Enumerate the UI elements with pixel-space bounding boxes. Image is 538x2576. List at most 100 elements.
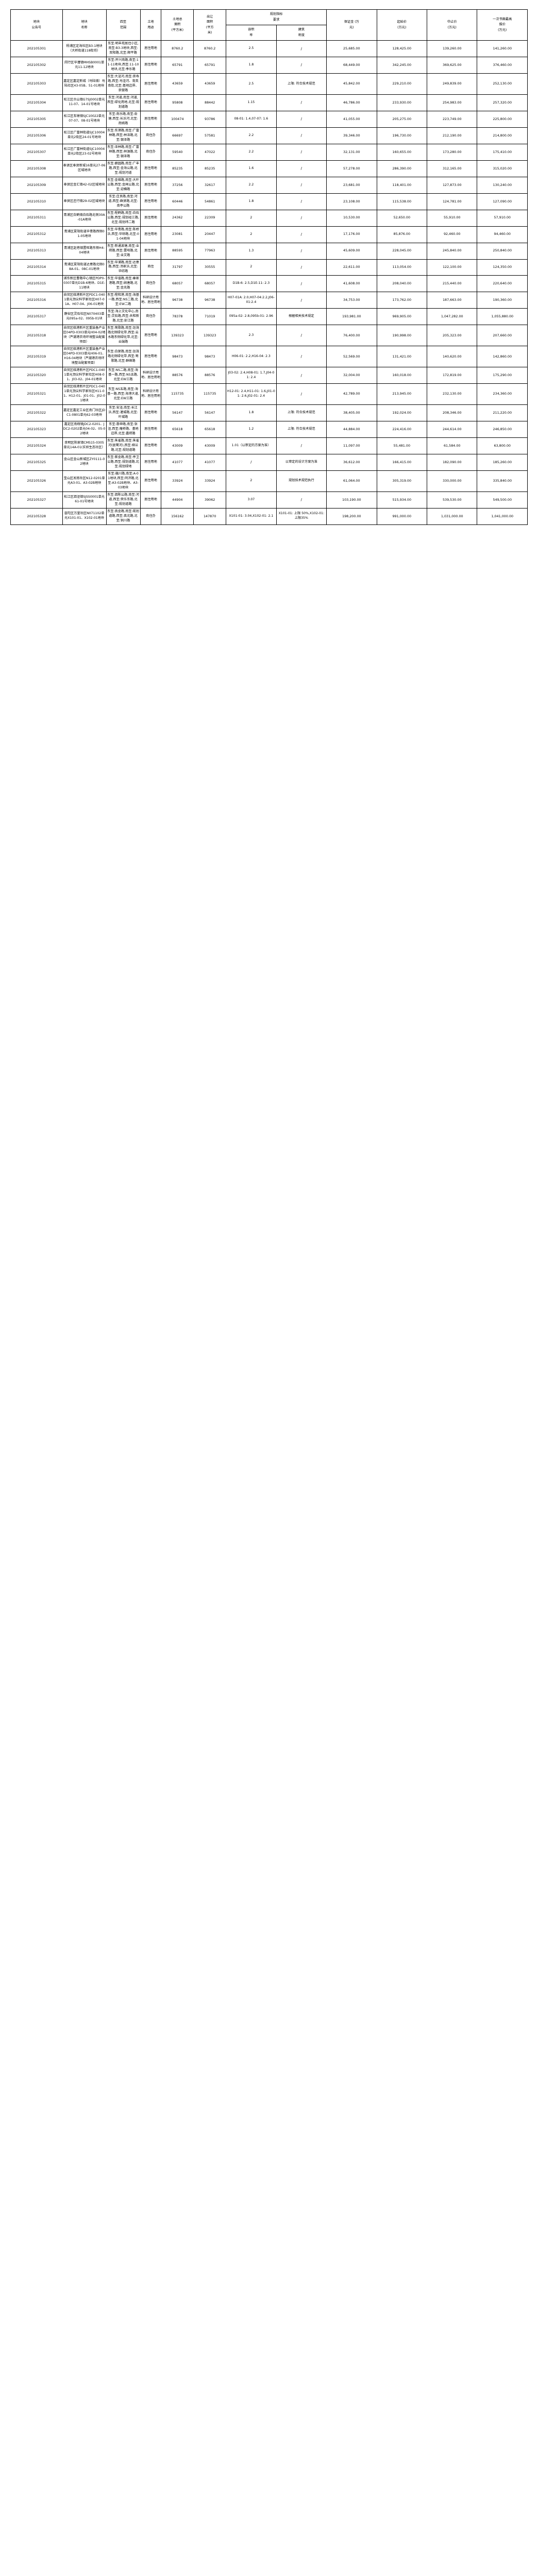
cell-max-written-price: 1,041,000.00 <box>477 507 528 525</box>
cell-boundary: 东至:朱雀路,南至:朱雀河(琵鹭河),西至:柳兰路,北至:规划道路 <box>106 437 141 454</box>
cell-transfer-area: 71019 <box>193 308 227 326</box>
cell-boundary: 东至:泽林路,南至:广富林路,西至:林源路,北至:银泽路 <box>106 143 141 161</box>
cell-deposit: 23,681.00 <box>326 176 377 194</box>
cell-boundary: 东至:惠申路,南至:张泾,西至:庵桥路、基地边界,北至:嘉绣路 <box>106 421 141 438</box>
cell-total-area: 88595 <box>161 242 194 260</box>
cell-boundary: 东至:华浦路,南至:达意路,西至:汤家浜,北至:华纺路 <box>106 259 141 276</box>
cell-announcement-no: 202105313 <box>10 242 63 260</box>
header-deposit: 保证金 (万 元) <box>326 9 377 41</box>
cell-deposit: 41,608.00 <box>326 275 377 293</box>
cell-deposit: 46,786.00 <box>326 94 377 111</box>
cell-announcement-no: 202105318 <box>10 325 63 347</box>
cell-max-written-price: 142,860.00 <box>477 346 528 368</box>
cell-far: 2.2 <box>226 143 277 161</box>
cell-stop-price: 212,190.00 <box>426 127 478 144</box>
cell-start-price: 213,945.00 <box>376 383 428 405</box>
cell-deposit: 76,400.00 <box>326 325 377 347</box>
cell-announcement-no: 202105304 <box>10 94 63 111</box>
header-stop-price: 中止价 (万元) <box>426 9 478 41</box>
cell-far: H12-01: 2.4,H11-01: 1.6,J01-01: 2.6,J02-… <box>226 383 277 405</box>
table-row: 202105319 自贸区临港新片区重装备产业区04PD-0303单元H06-01… <box>10 346 528 368</box>
cell-announcement-no: 202105306 <box>10 127 63 144</box>
cell-far: J03-02: 2.4,H08-01: 1.7,J04-01: 2.4 <box>226 367 277 384</box>
cell-plot-name: 自贸区临港新片区重装备产业区04PD-0303单元H04-02地块（芦潮港农场环… <box>62 325 107 347</box>
cell-announcement-no: 202105307 <box>10 143 63 161</box>
cell-total-area: 98473 <box>161 346 194 368</box>
cell-total-area: 37256 <box>161 176 194 194</box>
cell-announcement-no: 202105316 <box>10 292 63 309</box>
cell-max-written-price: 127,090.00 <box>477 193 528 210</box>
cell-deposit: 32,004.00 <box>326 367 377 384</box>
cell-land-use: 科研设计用地、居住用地 <box>140 367 162 384</box>
cell-building-density: / <box>276 40 327 58</box>
cell-transfer-area: 33924 <box>193 470 227 492</box>
cell-start-price: 224,416.00 <box>376 421 428 438</box>
cell-boundary: 东至:华谐路,南至:秦家港路,西至:顾唐路,北至:金兆路 <box>106 275 141 293</box>
cell-deposit: 39,346.00 <box>326 127 377 144</box>
cell-far: 1.6 <box>226 160 277 177</box>
cell-plot-name: 自贸区临港新片区PDC1-0401单元顶尖科学家社区H08-01、J03-02、… <box>62 367 107 384</box>
header-far: 容积 率 <box>226 25 277 41</box>
cell-stop-price: 55,910.00 <box>426 209 478 227</box>
cell-plot-name: 嘉定区嘉定工业区南门社区JDC1-0801单元62-03地块 <box>62 404 107 422</box>
cell-building-density: / <box>276 127 327 144</box>
cell-total-area: 65791 <box>161 57 194 74</box>
cell-far: 08-01: 1.4,07-07: 1.6 <box>226 110 277 128</box>
cell-building-density: / <box>276 437 327 454</box>
table-row: 202105320 自贸区临港新片区PDC1-0401单元顶尖科学家社区H08-0… <box>10 367 528 384</box>
cell-start-price: 113,054.00 <box>376 259 428 276</box>
cell-far: 2.2 <box>226 176 277 194</box>
cell-far: 2.2 <box>226 127 277 144</box>
cell-announcement-no: 202105315 <box>10 275 63 293</box>
cell-plot-name: 青浦区赵巷镇置旺路东侧H4-04地块 <box>62 242 107 260</box>
cell-deposit: 198,200.00 <box>326 507 377 525</box>
header-start-price: 起始价 (万元) <box>376 9 428 41</box>
table-row: 202105315 浦东新区曹路中心镇区PDP0-0307单元D1B-6地块、D1… <box>10 275 528 293</box>
cell-stop-price: 539,530.00 <box>426 491 478 509</box>
table-row: 202105314 青浦区夏阳街道达意路北侧08A-01、08C-01地块 东至:华… <box>10 259 528 276</box>
cell-land-use: 科研设计用地、居住用地 <box>140 292 162 309</box>
cell-stop-price: 1,031,000.00 <box>426 507 478 525</box>
cell-transfer-area: 54861 <box>193 193 227 210</box>
cell-max-written-price: 225,800.00 <box>477 110 528 128</box>
header-row-top: 地块 公告号 地块 名称 四至 范围 土地 用途 土地总 面积 (平方米) 出让… <box>10 9 528 41</box>
cell-stop-price: 1,047,282.00 <box>426 308 478 326</box>
cell-plot-name: 闵行区华漕镇MHSB0001单元11-12地块 <box>62 57 107 74</box>
cell-stop-price: 140,620.00 <box>426 346 478 368</box>
cell-deposit: 42,789.00 <box>326 383 377 405</box>
cell-building-density: / <box>276 110 327 128</box>
cell-boundary: 东至:紫金路,南至:亭卫公路,西至:规划道路,北至:规划绿地 <box>106 453 141 471</box>
header-land-use: 土地 用途 <box>140 9 162 41</box>
cell-plot-name: 静安区灵石社区N070403单元095a-02、095b-01块 <box>62 308 107 326</box>
cell-transfer-area: 43009 <box>193 437 227 454</box>
cell-announcement-no: 202105320 <box>10 367 63 384</box>
cell-stop-price: 205,323.00 <box>426 325 478 347</box>
cell-plot-name: 松江区佘山镇G7SJ0002单元11-07、14-01号地块 <box>62 94 107 111</box>
cell-boundary: 东至:大泾河,南至:崇寿路,西至:马泾河、育英南街,北至:基地边界、崇营路 <box>106 73 141 95</box>
table-body: 202105301 杨浦区定海社区B3-1地块（大桥街道118街坊） 东至:明丰苑居… <box>10 40 528 525</box>
cell-total-area: 100474 <box>161 110 194 128</box>
header-announcement-no: 地块 公告号 <box>10 9 63 41</box>
table-row: 202105325 金山区金山新城区ZY0111-02地块 东至:紫金路,南至:亭卫… <box>10 453 528 471</box>
cell-stop-price: 223,749.00 <box>426 110 478 128</box>
cell-far: 2 <box>226 209 277 227</box>
cell-transfer-area: 57581 <box>193 127 227 144</box>
cell-far: 2.3 <box>226 325 277 347</box>
table-row: 202105307 松江区广富林街道SJC10004单元2街区23-02号地块 东至… <box>10 143 528 161</box>
cell-land-use: 居住用地 <box>140 491 162 509</box>
cell-transfer-area: 65791 <box>193 57 227 74</box>
cell-max-written-price: 315,020.00 <box>477 160 528 177</box>
cell-plot-name: 嘉定区嘉定新城（马陆镇）马陆社区43-05B、51-01地块 <box>62 73 107 95</box>
cell-deposit: 11,097.00 <box>326 437 377 454</box>
cell-total-area: 41077 <box>161 453 194 471</box>
cell-total-area: 66697 <box>161 127 194 144</box>
cell-land-use: 居住用地 <box>140 346 162 368</box>
cell-far: 2 <box>226 226 277 243</box>
cell-deposit: 23,108.00 <box>326 193 377 210</box>
cell-deposit: 10,530.00 <box>326 209 377 227</box>
cell-stop-price: 232,130.00 <box>426 383 478 405</box>
cell-total-area: 33924 <box>161 470 194 492</box>
cell-stop-price: 244,614.00 <box>426 421 478 438</box>
cell-max-written-price: 190,360.00 <box>477 292 528 309</box>
cell-land-use: 居住用地 <box>140 110 162 128</box>
